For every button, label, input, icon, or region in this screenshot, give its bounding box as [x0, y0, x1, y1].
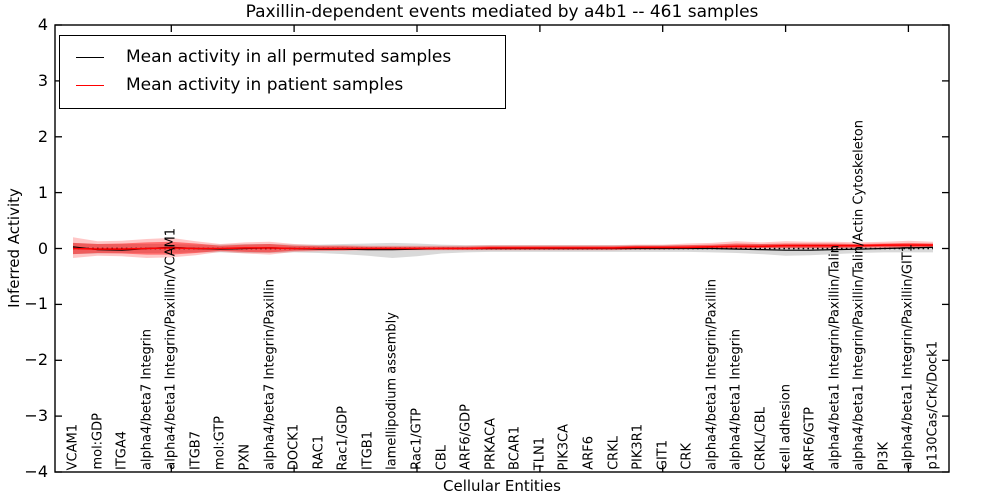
- x-category-label: BCAR1: [507, 426, 523, 470]
- legend: Mean activity in all permuted samples Mea…: [59, 35, 506, 109]
- x-category-label: DOCK1: [286, 423, 302, 470]
- x-category-label: CRK: [679, 443, 695, 470]
- y-tick-label: −3: [24, 406, 48, 426]
- x-category-label: ARF6: [581, 436, 597, 470]
- legend-label: Mean activity in patient samples: [126, 75, 404, 95]
- chart-title: Paxillin-dependent events mediated by a4…: [245, 2, 759, 22]
- x-category-label: Rac1/GDP: [335, 405, 351, 470]
- y-tick-label: −1: [24, 294, 48, 314]
- y-tick-label: 3: [37, 70, 48, 90]
- y-tick-label: 1: [37, 182, 48, 202]
- x-category-label: cell adhesion: [778, 384, 794, 470]
- x-category-label: alpha4/beta1 Integrin/Paxillin/Talin: [827, 245, 843, 470]
- x-category-label: PIK3R1: [630, 424, 646, 470]
- x-axis-label: Cellular Entities: [443, 477, 561, 495]
- y-tick-label: 2: [37, 126, 48, 146]
- legend-entry: Mean activity in all permuted samples: [76, 43, 495, 71]
- x-category-label: PI3K: [876, 441, 892, 470]
- x-category-label: alpha4/beta1 Integrin/Paxillin/VCAM1: [163, 228, 179, 470]
- x-category-label: PXN: [237, 443, 253, 470]
- y-tick-label: 4: [37, 15, 48, 34]
- x-category-label: p130Cas/Crk/Dock1: [925, 341, 941, 470]
- x-category-label: GIT1: [655, 439, 671, 470]
- x-category-label: ARF6/GTP: [802, 406, 818, 470]
- x-category-label: ITGA4: [114, 430, 130, 470]
- x-category-label: mol:GDP: [90, 413, 106, 470]
- x-category-label: alpha4/beta7 Integrin/Paxillin: [262, 278, 278, 470]
- x-category-label: CRKL: [606, 436, 622, 470]
- x-category-label: alpha4/beta1 Integrin: [728, 328, 744, 470]
- legend-line-sample: [76, 84, 104, 86]
- y-tick-label: −4: [24, 462, 48, 481]
- x-category-label: lamellipodium assembly: [384, 312, 400, 470]
- x-category-label: alpha4/beta7 Integrin: [139, 328, 155, 470]
- x-category-label: PRKACA: [483, 418, 499, 470]
- x-category-label: alpha4/beta1 Integrin/Paxillin/GIT1: [900, 244, 916, 470]
- x-category-label: PIK3CA: [556, 423, 572, 470]
- x-category-label: ITGB1: [360, 430, 376, 470]
- x-category-label: TLN1: [532, 436, 548, 470]
- x-category-label: alpha4/beta1 Integrin/Paxillin/Talin/Act…: [851, 119, 867, 470]
- y-tick-label: 0: [37, 238, 48, 258]
- x-category-label: alpha4/beta1 Integrin/Paxillin: [704, 278, 720, 470]
- x-category-label: Rac1/GTP: [409, 408, 425, 470]
- y-tick-label: −2: [24, 350, 48, 370]
- x-category-label: ITGB7: [188, 430, 204, 470]
- x-category-label: ARF6/GDP: [458, 404, 474, 470]
- legend-line-sample: [76, 56, 104, 58]
- series-line-1: [72, 244, 933, 250]
- legend-entry: Mean activity in patient samples: [76, 71, 495, 99]
- x-category-label: VCAM1: [65, 423, 81, 470]
- x-category-label: mol:GTP: [212, 416, 228, 470]
- legend-label: Mean activity in all permuted samples: [126, 47, 452, 67]
- x-category-label: CRKL/CBL: [753, 406, 769, 471]
- x-category-label: CBL: [434, 444, 450, 470]
- x-category-label: RAC1: [311, 435, 327, 470]
